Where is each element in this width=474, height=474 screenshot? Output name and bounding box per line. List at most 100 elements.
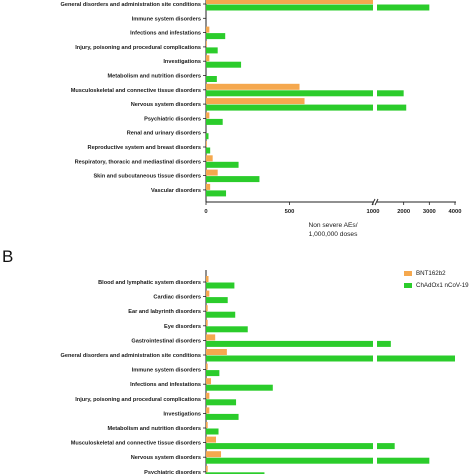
category-label: General disorders and administration sit… xyxy=(61,2,202,8)
x-tick-label: 4000 xyxy=(449,209,462,215)
bar-series-2 xyxy=(206,147,211,154)
bar-series-1 xyxy=(206,349,227,355)
bar-series-1 xyxy=(206,83,300,90)
x-tick-label: 2000 xyxy=(397,209,410,215)
bar-series-1 xyxy=(206,305,208,312)
category-label: Infections and infestations xyxy=(130,31,201,37)
bar-series-2 xyxy=(206,161,239,168)
category-label: Psychiatric disorders xyxy=(144,116,201,122)
x-tick-label: 500 xyxy=(285,209,295,215)
bar-series-1 xyxy=(206,422,208,428)
bar-series-2 xyxy=(206,297,228,304)
panel-a-chart: General disorders and administration sit… xyxy=(61,0,462,238)
bar-series-1 xyxy=(206,98,305,105)
bar-series-2 xyxy=(206,90,373,97)
bar-series-2 xyxy=(206,33,226,40)
category-label: Gastrointestinal disorders xyxy=(131,338,201,344)
category-label: General disorders and administration sit… xyxy=(61,353,202,359)
category-label: Immune system disorders xyxy=(132,16,201,22)
bar-series-1 xyxy=(206,334,216,341)
bar-series-2 xyxy=(206,76,217,82)
bar-series-2 xyxy=(206,399,237,406)
bar-series-2 xyxy=(206,4,373,11)
bar-series-1 xyxy=(206,26,210,33)
bar-series-1 xyxy=(206,392,210,399)
bar-series-1 xyxy=(206,378,212,385)
category-label: Immune system disorders xyxy=(132,368,201,374)
legend-label: ChAdOx1 nCoV-19 xyxy=(416,282,469,289)
x-tick-label: 0 xyxy=(204,209,207,215)
legend-swatch xyxy=(404,271,412,276)
bar-series-2 xyxy=(206,133,209,140)
bar-series-2-continued xyxy=(377,355,455,362)
bar-series-1 xyxy=(206,276,209,282)
bar-series-2 xyxy=(206,326,248,333)
axis-break-mark xyxy=(371,198,376,206)
x-tick-label: 3000 xyxy=(423,209,436,215)
bar-series-2 xyxy=(206,118,223,125)
category-label: Injury, poisoning and procedural complic… xyxy=(75,397,201,403)
bar-series-1 xyxy=(206,183,211,190)
bar-series-2 xyxy=(206,355,373,362)
axis-break-mark xyxy=(374,198,379,206)
category-label: Ear and labyrinth disorders xyxy=(128,309,201,315)
category-label: Nervous system disorders xyxy=(131,102,201,108)
bar-series-2 xyxy=(206,104,373,111)
bar-series-2 xyxy=(206,311,236,318)
category-label: Respiratory, thoracic and mediastinal di… xyxy=(75,159,201,165)
category-label: Musculoskeletal and connective tissue di… xyxy=(71,88,201,94)
bar-series-2-continued xyxy=(377,457,430,464)
bar-series-1 xyxy=(206,465,208,472)
x-axis-label: 1,000,000 doses xyxy=(309,231,358,238)
category-label: Investigations xyxy=(163,411,201,417)
bar-series-1 xyxy=(206,436,217,443)
category-label: Reproductive system and breast disorders xyxy=(88,145,201,151)
bar-series-2 xyxy=(206,61,242,68)
bar-series-2 xyxy=(206,370,220,377)
category-label: Metabolism and nutrition disorders xyxy=(107,426,201,432)
bar-series-1 xyxy=(206,0,373,4)
category-label: Vascular disorders xyxy=(151,188,201,194)
bar-series-2-continued xyxy=(377,4,430,11)
category-label: Nervous system disorders xyxy=(131,455,201,461)
category-label: Renal and urinary disorders xyxy=(127,131,201,137)
bar-series-1 xyxy=(206,169,218,176)
bar-series-2-continued xyxy=(377,104,407,111)
category-label: Psychiatric disorders xyxy=(144,470,201,474)
x-axis-label: Non severe AEs/ xyxy=(308,222,357,229)
bar-series-2 xyxy=(206,384,273,391)
category-label: Metabolism and nutrition disorders xyxy=(107,74,201,80)
bar-series-1 xyxy=(206,155,213,162)
category-label: Musculoskeletal and connective tissue di… xyxy=(71,441,201,447)
bar-series-2 xyxy=(206,413,239,420)
bar-series-2 xyxy=(206,47,218,54)
bar-series-1 xyxy=(206,40,207,47)
bar-series-1 xyxy=(206,290,210,297)
category-label: Blood and lymphatic system disorders xyxy=(98,280,201,286)
x-tick-label: 1000 xyxy=(367,209,380,215)
bar-series-2 xyxy=(206,443,373,450)
bar-series-2 xyxy=(206,282,235,289)
category-label: Eye disorders xyxy=(164,324,201,330)
legend-swatch xyxy=(404,283,412,288)
category-label: Investigations xyxy=(163,59,201,65)
bar-series-1 xyxy=(206,319,208,326)
bar-series-2 xyxy=(206,190,227,197)
bar-series-1 xyxy=(206,141,207,147)
bar-series-1 xyxy=(206,451,222,458)
category-label: Skin and subcutaneous tissue disorders xyxy=(93,174,201,180)
bar-series-2-continued xyxy=(377,443,395,450)
bar-series-1 xyxy=(206,55,210,62)
panel-b-chart: Blood and lymphatic system disorders Card… xyxy=(61,270,469,474)
bar-series-2 xyxy=(206,428,219,435)
bar-series-1 xyxy=(206,112,210,119)
bar-series-2 xyxy=(206,176,260,183)
legend-label: BNT162b2 xyxy=(416,270,446,277)
bar-series-2-continued xyxy=(377,340,391,347)
bar-series-1 xyxy=(206,407,210,414)
category-label: Injury, poisoning and procedural complic… xyxy=(75,45,201,51)
bar-series-1 xyxy=(206,363,208,370)
bar-series-2-continued xyxy=(377,90,404,97)
category-label: Infections and infestations xyxy=(130,382,201,388)
